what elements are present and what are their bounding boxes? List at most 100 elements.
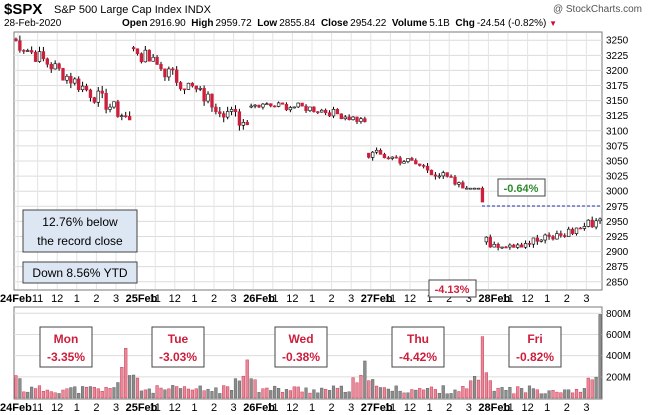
volume-bar xyxy=(308,392,312,399)
ytd-box: Down 8.56% YTD xyxy=(22,261,138,284)
price-tick-label: 2925 xyxy=(606,232,629,243)
volume-bar xyxy=(523,392,528,399)
volume-bar xyxy=(461,386,465,399)
price-tick-label: 2950 xyxy=(606,217,629,228)
chg-value: -24.54 (-0.82%) xyxy=(476,18,547,29)
volume-bar xyxy=(351,377,355,399)
candle-body xyxy=(453,176,457,185)
volume-bar xyxy=(222,385,226,399)
volume-bar xyxy=(316,392,320,399)
x-axis-hour-label: 1 xyxy=(309,293,315,305)
volume-bar xyxy=(296,386,300,399)
volume-bar xyxy=(14,375,18,399)
day-box-day: Wed xyxy=(288,332,313,346)
volume-bar xyxy=(229,390,234,399)
volume-bar xyxy=(159,387,163,399)
x-axis-hour-label: 12 xyxy=(51,402,63,414)
volume-bar xyxy=(182,386,187,399)
candle-body xyxy=(253,104,257,107)
open-label: Open xyxy=(122,18,148,29)
volume-bar xyxy=(253,379,257,399)
volume-bar xyxy=(237,380,241,399)
x-axis-hour-label: 11 xyxy=(502,293,513,305)
candle-body xyxy=(147,49,151,62)
volume-bar xyxy=(241,375,245,399)
volume-bar xyxy=(194,388,198,399)
volume-bar xyxy=(465,388,469,399)
candle-body xyxy=(418,163,422,166)
x-axis-hour-label: 3 xyxy=(113,402,119,414)
candle-body xyxy=(590,219,594,228)
candle-body xyxy=(139,53,144,63)
candle-body xyxy=(371,151,375,158)
volume-bar xyxy=(594,376,598,399)
candle-body xyxy=(261,103,265,108)
candle-body xyxy=(49,63,53,70)
x-axis-hour-label: 1 xyxy=(74,293,80,305)
volume-bar xyxy=(488,380,492,399)
x-axis-hour-label: 1 xyxy=(544,402,550,414)
volume-bar xyxy=(61,389,65,399)
x-axis-hour-label: 11 xyxy=(385,293,396,305)
candle-body xyxy=(269,103,273,107)
candle-body xyxy=(37,51,42,62)
candle-body xyxy=(496,243,500,248)
volume-bar xyxy=(378,387,383,399)
volume-bar xyxy=(398,390,402,399)
x-axis-hour-label: 2 xyxy=(564,402,570,414)
volume-bar xyxy=(92,387,96,399)
low-value: 2855.84 xyxy=(279,18,316,29)
watermark: @ StockCharts.com xyxy=(552,4,642,15)
candle-body xyxy=(512,244,516,248)
candle-body xyxy=(547,234,551,237)
candle-body xyxy=(229,109,234,112)
candle-body xyxy=(182,88,187,91)
candle-body xyxy=(92,97,97,103)
candle-body xyxy=(570,228,575,234)
volume-bar xyxy=(425,388,430,399)
candle-body xyxy=(80,85,85,91)
candle-body xyxy=(190,82,195,87)
volume-bar xyxy=(496,387,500,399)
volume-bar xyxy=(563,389,567,399)
volume-bar xyxy=(206,388,210,399)
candle-body xyxy=(445,172,449,177)
candle-body xyxy=(449,176,453,178)
candle-body xyxy=(29,50,34,53)
x-axis-day-label: 25Feb xyxy=(126,293,158,305)
day-change-box: Fri -0.82% xyxy=(508,326,562,368)
candle-body xyxy=(359,118,363,122)
candle-body xyxy=(382,154,387,159)
price-tick-label: 3225 xyxy=(606,51,629,62)
candle-body xyxy=(202,88,206,102)
volume-bar xyxy=(273,385,277,399)
candle-body xyxy=(429,169,434,176)
volume-bar xyxy=(147,388,151,399)
candle-body xyxy=(563,235,567,237)
volume-bar xyxy=(418,388,422,399)
volume-bar xyxy=(265,387,269,399)
price-tick-label: 3100 xyxy=(606,126,629,137)
candle-body xyxy=(218,111,222,114)
candle-body xyxy=(222,113,226,118)
volume-bar xyxy=(210,391,214,399)
candle-body xyxy=(527,243,532,245)
candle-body xyxy=(194,85,198,90)
volume-bar xyxy=(30,386,34,399)
candle-body xyxy=(308,106,312,111)
day-change-box: Mon -3.35% xyxy=(39,326,93,368)
price-tick-label: 3050 xyxy=(606,157,629,168)
volume-value: 5.1B xyxy=(429,18,450,29)
candle-body xyxy=(284,103,289,111)
candle-body xyxy=(143,49,147,63)
candle-body xyxy=(159,64,163,70)
candle-body xyxy=(300,102,304,107)
volume-bar xyxy=(22,391,26,399)
x-axis-day-label: 26Feb xyxy=(243,402,275,414)
high-label: High xyxy=(191,18,214,29)
volume-bar xyxy=(233,378,238,399)
day-box-pct: -0.82% xyxy=(516,350,554,364)
day-box-pct: -3.03% xyxy=(159,350,197,364)
x-axis-day-label: 24Feb xyxy=(0,402,32,414)
day-box-pct: -4.42% xyxy=(399,350,437,364)
